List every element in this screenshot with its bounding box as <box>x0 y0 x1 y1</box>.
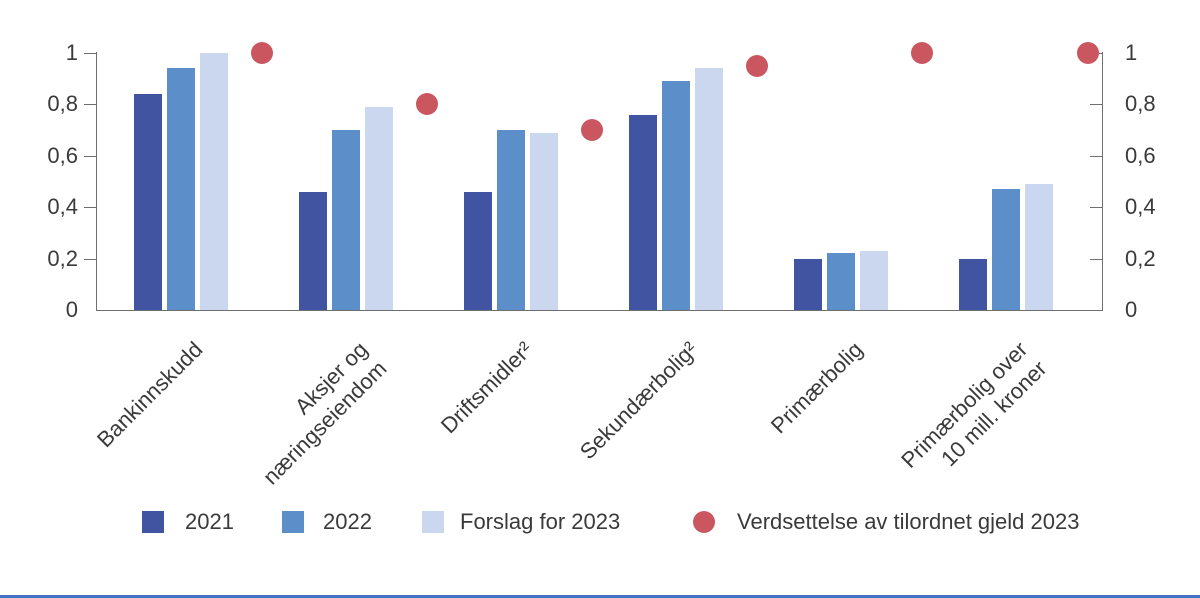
bar-2022-cat0 <box>166 68 195 310</box>
y-tick-left <box>83 104 97 106</box>
legend-label-2022: 2022 <box>323 509 372 534</box>
legend-label-forslag-2023: Forslag for 2023 <box>460 509 621 534</box>
dot-verdsettelse-cat0 <box>251 42 273 64</box>
bar-2021-cat3 <box>628 114 657 310</box>
legend-swatch-forslag-2023 <box>422 511 444 533</box>
legend-swatch-2021 <box>142 511 164 533</box>
y-tick-right <box>1089 258 1103 260</box>
bar-2021-cat2 <box>463 191 492 310</box>
bar-2021-cat4 <box>793 258 822 310</box>
y-axis-tick-label-right: 0,6 <box>1125 142 1156 168</box>
y-tick-left <box>83 258 97 260</box>
dot-verdsettelse-cat2 <box>581 119 604 142</box>
dot-verdsettelse-cat4 <box>911 42 934 64</box>
bar-2022-cat5 <box>992 189 1020 310</box>
legend-dot-icon <box>693 511 715 533</box>
bar-forslag-for-2023-cat5 <box>1025 184 1053 310</box>
legend-label-2021: 2021 <box>185 509 234 534</box>
bar-forslag-for-2023-cat2 <box>529 132 558 310</box>
bar-2022-cat2 <box>496 130 525 310</box>
y-tick-left <box>83 207 97 209</box>
legend-label-verdsettelse-gjeld: Verdsettelse av tilordnet gjeld 2023 <box>737 509 1080 534</box>
legend-swatch-2022 <box>282 511 304 533</box>
y-axis-tick-label-left: 0,4 <box>47 194 78 220</box>
y-axis-right-line <box>1102 52 1103 311</box>
y-axis-tick-label-right: 0,2 <box>1125 245 1156 271</box>
bar-2022-cat4 <box>826 253 855 310</box>
y-axis-left-line <box>96 52 97 311</box>
bar-2021-cat5 <box>959 258 987 310</box>
bar-2022-cat3 <box>661 81 690 310</box>
y-tick-right <box>1089 207 1103 209</box>
figure-bottom-rule <box>0 595 1200 598</box>
dot-verdsettelse-cat5 <box>1076 42 1099 64</box>
bar-2021-cat1 <box>298 191 327 310</box>
y-tick-left <box>83 53 97 54</box>
y-axis-tick-label-left: 0 <box>65 297 78 322</box>
y-axis-tick-label-left: 0,6 <box>47 142 78 168</box>
y-axis-tick-label-right: 0 <box>1125 297 1138 322</box>
y-axis-tick-label-left: 1 <box>65 40 78 65</box>
y-axis-tick-label-left: 0,8 <box>47 91 78 117</box>
y-tick-left <box>83 155 97 157</box>
bar-2021-cat0 <box>133 94 162 310</box>
dot-verdsettelse-cat3 <box>746 54 769 77</box>
dot-verdsettelse-cat1 <box>416 93 439 116</box>
y-axis-tick-label-right: 0,8 <box>1125 91 1156 117</box>
y-axis-tick-label-right: 0,4 <box>1125 194 1156 220</box>
bar-forslag-for-2023-cat0 <box>199 53 228 310</box>
y-tick-right <box>1089 155 1103 157</box>
bar-2022-cat1 <box>331 130 360 310</box>
x-axis-line <box>96 310 1103 311</box>
bar-forslag-for-2023-cat1 <box>364 106 393 310</box>
bar-forslag-for-2023-cat4 <box>859 250 888 310</box>
legend: 2021 2022 Forslag for 2023 Verdsettelse … <box>0 505 1200 545</box>
y-tick-right <box>1089 104 1103 106</box>
y-axis-tick-label-left: 0,2 <box>47 245 78 271</box>
bar-forslag-for-2023-cat3 <box>694 68 723 310</box>
y-axis-tick-label-right: 1 <box>1125 40 1138 65</box>
